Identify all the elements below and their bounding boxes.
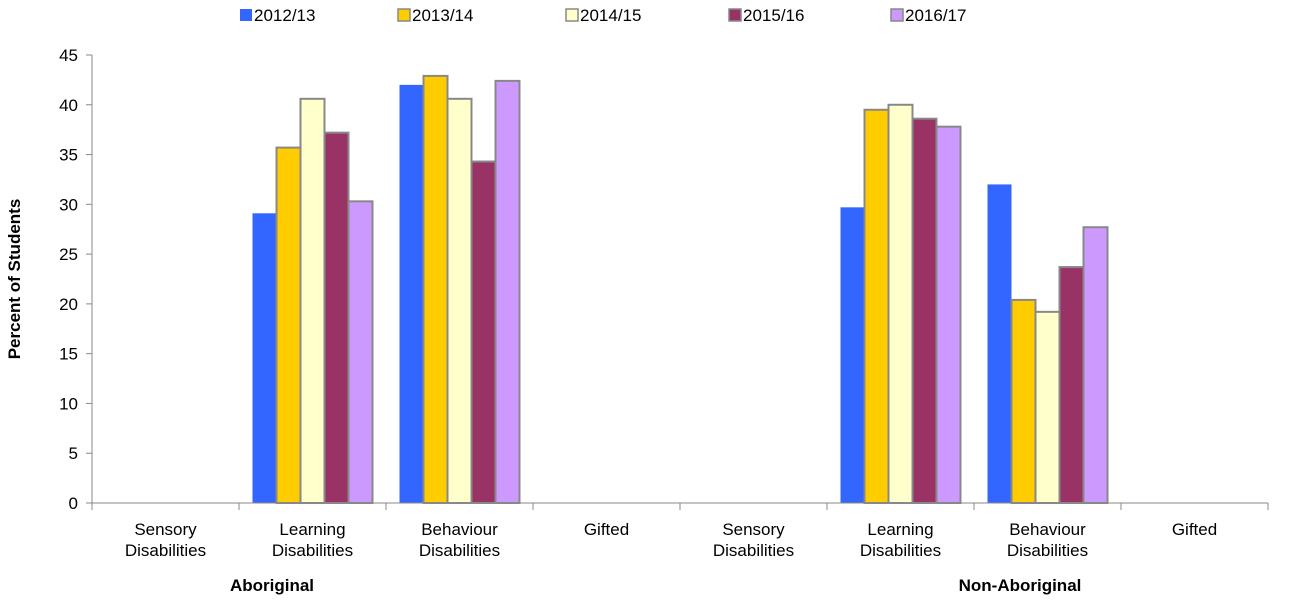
y-tick-label: 25 — [59, 245, 78, 264]
x-category-label: Learning Disabilities — [860, 520, 941, 560]
legend: 2012/13 2013/14 2014/15 2015/16 2016/17 — [240, 6, 966, 25]
legend-label: 2016/17 — [905, 6, 966, 25]
x-category-label-line: Disabilities — [713, 541, 794, 560]
legend-swatch — [890, 8, 904, 22]
x-category-label-line: Behaviour — [421, 520, 498, 539]
bar-2013-14-2 — [422, 74, 449, 504]
legend-label: 2014/15 — [580, 6, 641, 25]
y-tick-label: 45 — [59, 46, 78, 65]
bar-2015-16-5 — [911, 117, 938, 505]
y-tick-label: 0 — [69, 494, 78, 513]
legend-swatch — [240, 9, 252, 21]
legend-swatch — [728, 8, 742, 22]
bar-2014-15-6 — [1034, 310, 1061, 504]
y-tick-label: 30 — [59, 195, 78, 214]
bar-2014-15-2 — [446, 97, 473, 504]
bar-2014-15-5 — [887, 103, 914, 505]
x-category-label-line: Behaviour — [1009, 520, 1086, 539]
legend-label: 2013/14 — [412, 6, 473, 25]
x-category-label-line: Disabilities — [125, 541, 206, 560]
x-category-label-line: Disabilities — [272, 541, 353, 560]
bar-2013-14-1 — [275, 146, 302, 504]
x-category-label-line: Gifted — [1172, 520, 1217, 539]
y-tick-label: 40 — [59, 96, 78, 115]
x-group-label: Non-Aboriginal — [959, 576, 1082, 595]
y-tick-label: 10 — [59, 394, 78, 413]
x-category-label-line: Sensory — [134, 520, 197, 539]
y-tick-label: 35 — [59, 146, 78, 165]
x-category-label-line: Disabilities — [419, 541, 500, 560]
bar-2015-16-6 — [1058, 266, 1085, 505]
y-tick-label: 20 — [59, 295, 78, 314]
legend-swatch — [565, 8, 579, 22]
x-category-label-line: Learning — [279, 520, 345, 539]
x-category-label-line: Disabilities — [860, 541, 941, 560]
bar-2013-14-6 — [1010, 298, 1037, 505]
x-category-label: Behaviour Disabilities — [419, 520, 500, 560]
x-category-label: Sensory Disabilities — [125, 520, 206, 560]
x-category-label: Sensory Disabilities — [713, 520, 794, 560]
legend-swatch — [397, 8, 411, 22]
bar-2016-17-2 — [494, 79, 521, 505]
bar-2014-15-1 — [299, 97, 326, 504]
bar-2013-14-5 — [863, 108, 890, 504]
bars — [252, 74, 1109, 505]
x-category-label-line: Gifted — [584, 520, 629, 539]
y-axis-label: Percent of Students — [5, 199, 24, 360]
y-tick-label: 15 — [59, 345, 78, 364]
y-axis-ticks: 0 5 10 15 20 25 30 35 40 45 — [59, 46, 92, 513]
x-category-label: Behaviour Disabilities — [1007, 520, 1088, 560]
legend-label: 2015/16 — [743, 6, 804, 25]
x-category-label: Gifted — [584, 520, 629, 539]
x-category-label-line: Sensory — [722, 520, 785, 539]
x-category-label: Learning Disabilities — [272, 520, 353, 560]
bar-2016-17-5 — [935, 125, 962, 505]
x-category-label: Gifted — [1172, 520, 1217, 539]
bar-2012-13-2 — [399, 84, 424, 503]
x-axis-groups: Aboriginal Non-Aboriginal — [230, 576, 1081, 595]
bar-2015-16-1 — [323, 131, 350, 505]
bar-2012-13-5 — [840, 207, 865, 503]
bar-2016-17-6 — [1082, 226, 1109, 504]
legend-label: 2012/13 — [254, 6, 315, 25]
bar-2016-17-1 — [347, 200, 374, 504]
bar-2015-16-2 — [470, 160, 497, 504]
x-group-label: Aboriginal — [230, 576, 314, 595]
y-tick-label: 5 — [69, 444, 78, 463]
bar-2012-13-6 — [987, 184, 1012, 503]
x-category-label-line: Disabilities — [1007, 541, 1088, 560]
bar-2012-13-1 — [252, 213, 277, 503]
x-category-label-line: Learning — [867, 520, 933, 539]
